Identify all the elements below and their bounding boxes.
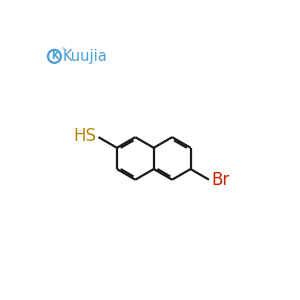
- Text: HS: HS: [73, 128, 96, 146]
- Text: K: K: [51, 51, 58, 61]
- Text: Kuujia: Kuujia: [62, 49, 107, 64]
- Text: Br: Br: [211, 171, 230, 189]
- Text: °: °: [61, 49, 64, 55]
